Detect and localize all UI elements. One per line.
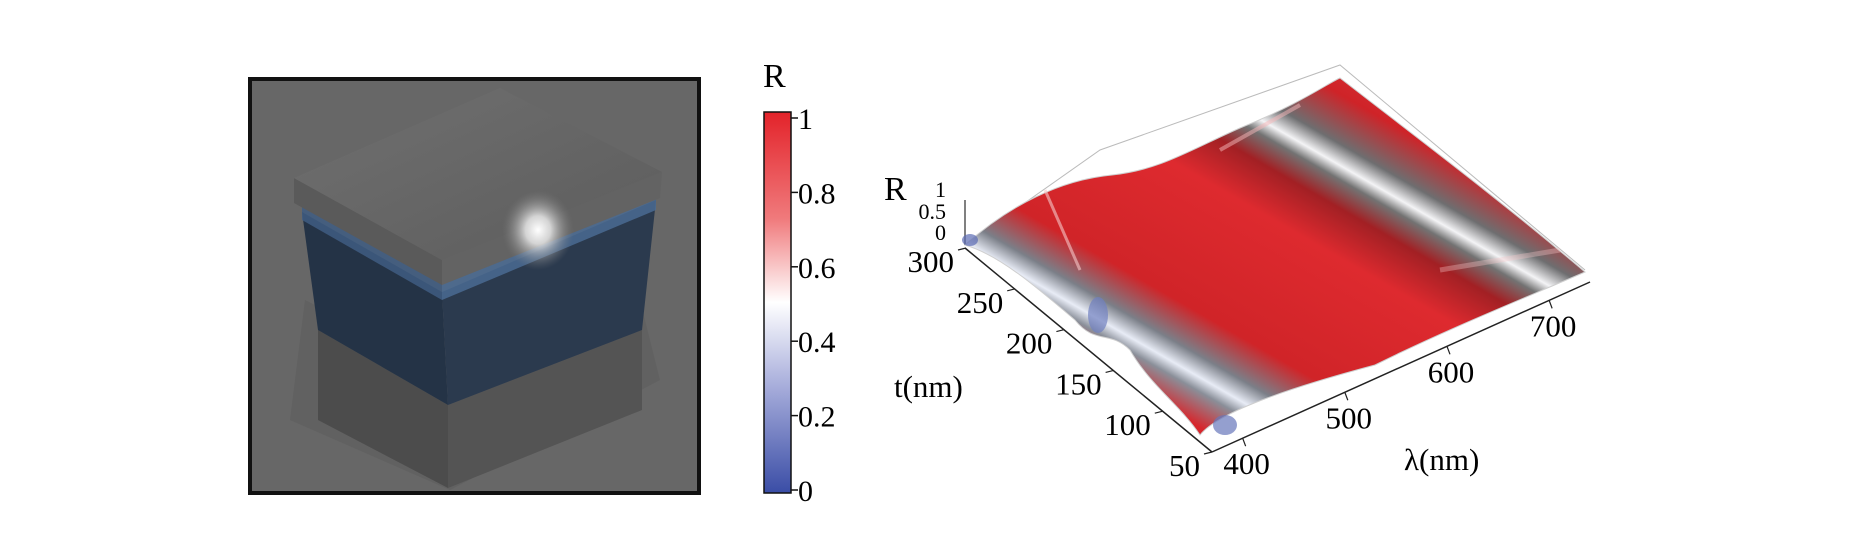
specular-highlight	[502, 190, 574, 270]
colorbar: R 1 0.8 0.6 0.4 0.2 0	[763, 58, 836, 508]
lambda-tick-mark	[1548, 300, 1553, 309]
lambda-tick-mark	[1242, 438, 1247, 447]
z-axis-label: R	[884, 171, 907, 208]
surface-highlight-1	[1043, 189, 1082, 271]
t-axis-label: t(nm)	[894, 369, 963, 404]
z-tick-label: 1	[935, 177, 946, 202]
surface-highlight-3	[1439, 247, 1561, 273]
t-tick-label: 200	[1006, 326, 1053, 361]
lambda-tick-label: 500	[1326, 400, 1373, 435]
t-tick-mark	[1154, 410, 1163, 414]
t-tick-mark	[1105, 369, 1114, 373]
lambda-axis-label: λ(nm)	[1404, 442, 1479, 477]
lambda-tick-label: 400	[1223, 446, 1270, 481]
colorbar-tick-label: 0.4	[798, 326, 836, 359]
colorbar-tick-label: 0.6	[798, 252, 836, 285]
t-tick-label: 250	[957, 285, 1004, 320]
cube-top-left-face	[294, 178, 442, 285]
z-tick-label: 0.5	[919, 199, 947, 224]
lambda-axis-line	[1211, 281, 1591, 453]
t-tick-mark	[1056, 329, 1065, 333]
t-tick-label: 100	[1104, 407, 1151, 442]
cube-top-face	[294, 88, 662, 260]
t-tick-mark	[1203, 451, 1213, 455]
t-tick-mark	[957, 247, 967, 251]
lambda-tick-label: 600	[1428, 354, 1475, 389]
lambda-tick-label: 700	[1530, 308, 1577, 343]
surface-blue-dip-2	[1213, 415, 1237, 435]
cube-illustration	[248, 77, 701, 495]
lambda-tick-mark	[1446, 346, 1451, 355]
cube-middle-right-face	[442, 200, 656, 405]
colorbar-title: R	[763, 58, 786, 95]
reflectance-surface	[963, 77, 1586, 436]
surface-blue-dip-3	[962, 234, 978, 246]
z-tick-label: 0	[935, 220, 946, 245]
surface-highlight-2	[1219, 103, 1301, 152]
t-tick-label: 150	[1055, 366, 1102, 401]
colorbar-tick-label: 1	[798, 103, 813, 136]
plot-box-back-edges	[964, 64, 1586, 271]
cube-middle-left-face	[302, 212, 448, 405]
t-tick-label: 300	[908, 244, 955, 279]
colorbar-tick-label: 0.8	[798, 177, 836, 210]
colorbar-ticks: 1 0.8 0.6 0.4 0.2 0	[791, 103, 836, 508]
t-tick-label: 50	[1169, 448, 1200, 483]
colorbar-tick-label: 0	[798, 475, 813, 508]
t-axis-line	[964, 247, 1213, 453]
lambda-tick-mark	[1344, 392, 1349, 401]
t-tick-mark	[1007, 288, 1016, 292]
cube-bottom-left-face	[318, 330, 448, 488]
colorbar-gradient	[763, 111, 792, 494]
surface-blue-dip-1	[1088, 297, 1108, 333]
cube-bottom-right-face	[448, 330, 642, 488]
colorbar-tick-label: 0.2	[798, 401, 836, 434]
